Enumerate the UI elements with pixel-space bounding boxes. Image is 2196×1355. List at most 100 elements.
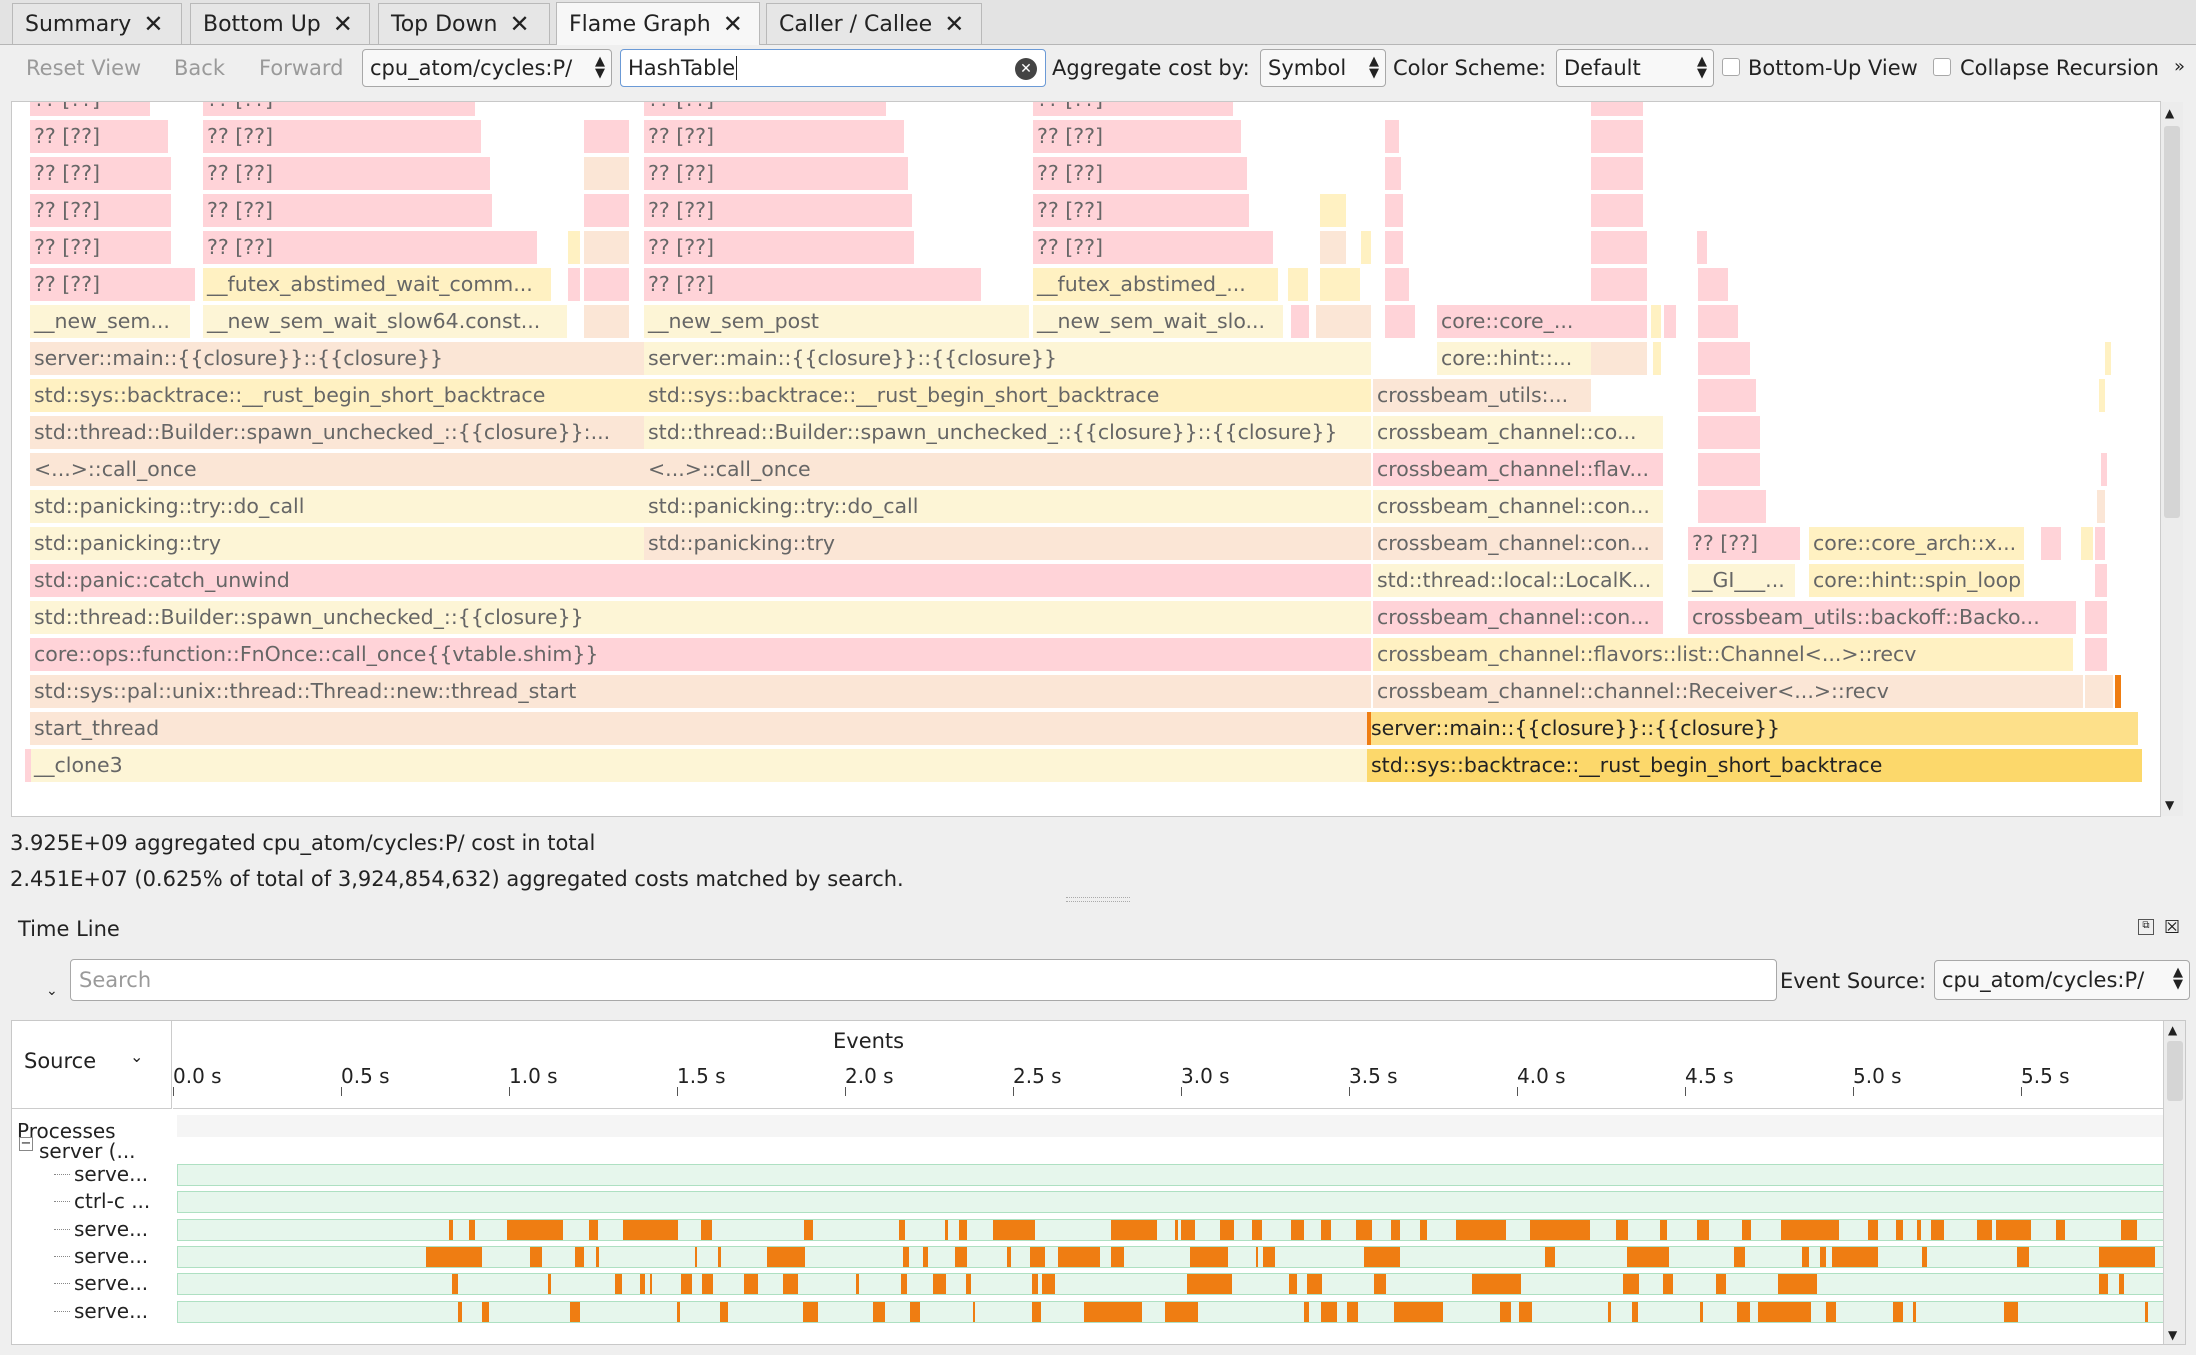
- flame-frame-sliver[interactable]: [2041, 527, 2061, 560]
- sample-event[interactable]: [1262, 1247, 1276, 1267]
- sample-event[interactable]: [570, 1302, 580, 1322]
- sample-event[interactable]: [1825, 1302, 1836, 1322]
- sample-event[interactable]: [1737, 1302, 1751, 1322]
- flame-frame[interactable]: ?? [??]: [1033, 157, 1247, 190]
- sample-event[interactable]: [1356, 1220, 1372, 1240]
- close-icon[interactable]: ✕: [332, 10, 353, 38]
- undock-icon[interactable]: ⧉: [2138, 919, 2154, 935]
- event-type-select[interactable]: cpu_atom/cycles:P/ ▲ ▼: [362, 49, 612, 87]
- sample-event[interactable]: [1913, 1302, 1916, 1322]
- sample-event[interactable]: [595, 1247, 600, 1267]
- sample-event[interactable]: [966, 1274, 972, 1294]
- sample-event[interactable]: [457, 1302, 462, 1322]
- timeline-scroll-thumb[interactable]: [2167, 1041, 2183, 1101]
- close-icon[interactable]: ✕: [143, 10, 164, 38]
- flame-frame-sliver[interactable]: [1697, 231, 1707, 264]
- sample-event[interactable]: [2004, 1302, 2018, 1322]
- flame-frame[interactable]: ?? [??]: [203, 102, 475, 116]
- scroll-down-arrow-icon[interactable]: ▼: [2165, 798, 2175, 812]
- thread-label[interactable]: serve...: [74, 1217, 149, 1241]
- sample-event[interactable]: [1181, 1220, 1195, 1240]
- flame-frame[interactable]: std::panic::catch_unwind: [30, 564, 1371, 597]
- flame-frame[interactable]: ?? [??]: [644, 120, 904, 153]
- flame-frame[interactable]: ?? [??]: [1033, 120, 1241, 153]
- filter-menu-icon[interactable]: ⌄: [46, 983, 58, 999]
- flame-frame[interactable]: std::thread::Builder::spawn_unchecked_::…: [30, 416, 644, 449]
- sample-event[interactable]: [1922, 1247, 1927, 1267]
- flame-frame[interactable]: __clone3: [30, 749, 1367, 782]
- flame-frame[interactable]: server::main::{{closure}}::{{closure}}: [644, 342, 1371, 375]
- tab-top-down[interactable]: Top Down ✕: [378, 3, 550, 44]
- close-icon[interactable]: ✕: [509, 10, 530, 38]
- sample-event[interactable]: [1029, 1247, 1046, 1267]
- sample-event[interactable]: [639, 1274, 645, 1294]
- sample-event[interactable]: [2119, 1274, 2124, 1294]
- flame-frame[interactable]: ?? [??]: [30, 102, 150, 116]
- sample-event[interactable]: [1832, 1247, 1879, 1267]
- flame-frame[interactable]: crossbeam_utils:...: [1373, 379, 1591, 412]
- flame-frame[interactable]: ?? [??]: [30, 194, 171, 227]
- timeline-view[interactable]: Source ⌄ Events 0.0 s 0.5 s 1.0 s 1.5 s 2.0 …: [11, 1020, 2186, 1345]
- flame-frame-sliver[interactable]: [1320, 194, 1346, 227]
- sample-event[interactable]: [1801, 1247, 1810, 1267]
- sample-event[interactable]: [649, 1274, 653, 1294]
- flame-frame-sliver[interactable]: [25, 749, 31, 782]
- sample-event[interactable]: [1741, 1220, 1752, 1240]
- flame-frame-sliver[interactable]: [1653, 342, 1661, 375]
- flame-frame[interactable]: std::sys::backtrace::__rust_begin_short_…: [1367, 749, 2142, 782]
- sample-event[interactable]: [1291, 1220, 1304, 1240]
- sample-event[interactable]: [1893, 1302, 1904, 1322]
- flame-frame-sliver[interactable]: [2081, 527, 2093, 560]
- flame-frame-sliver[interactable]: [1385, 231, 1403, 264]
- sample-event[interactable]: [873, 1302, 886, 1322]
- flame-frame[interactable]: ?? [??]: [1033, 102, 1233, 116]
- flame-frame[interactable]: __new_sem_wait_slo...: [1033, 305, 1283, 338]
- flame-frame[interactable]: ?? [??]: [644, 231, 914, 264]
- scroll-down-arrow-icon[interactable]: ▼: [2168, 1328, 2178, 1342]
- flame-frame-sliver[interactable]: [1320, 231, 1346, 264]
- sample-event[interactable]: [1781, 1220, 1839, 1240]
- flame-frame-sliver[interactable]: [584, 231, 629, 264]
- sample-event[interactable]: [804, 1220, 814, 1240]
- flame-frame[interactable]: server::main::{{closure}}::{{closure}}: [30, 342, 644, 375]
- color-scheme-select[interactable]: Default ▲ ▼: [1556, 49, 1714, 87]
- flame-frame[interactable]: __futex_abstimed_...: [1033, 268, 1278, 301]
- tab-caller-callee[interactable]: Caller / Callee ✕: [766, 3, 982, 44]
- tab-flame-graph[interactable]: Flame Graph ✕: [556, 2, 760, 45]
- flame-frame[interactable]: std::panicking::try::do_call: [644, 490, 1371, 523]
- flame-frame-sliver[interactable]: [1591, 231, 1647, 264]
- sample-event[interactable]: [1190, 1247, 1229, 1267]
- sample-event[interactable]: [623, 1220, 679, 1240]
- sample-event[interactable]: [2121, 1220, 2138, 1240]
- sample-event[interactable]: [1917, 1220, 1921, 1240]
- sample-event[interactable]: [1623, 1274, 1640, 1294]
- timeline-scrollbar[interactable]: ▲ ▼: [2163, 1021, 2185, 1344]
- clear-search-icon[interactable]: ✕: [1015, 58, 1037, 80]
- sample-event[interactable]: [588, 1220, 599, 1240]
- close-panel-icon[interactable]: ☒: [2164, 917, 2181, 938]
- flame-frame[interactable]: std::sys::pal::unix::thread::Thread::new…: [30, 675, 1371, 708]
- sample-event[interactable]: [802, 1302, 819, 1322]
- sample-event[interactable]: [2016, 1247, 2029, 1267]
- flame-frame-sliver[interactable]: [2101, 453, 2107, 486]
- reset-view-button[interactable]: Reset View: [26, 56, 142, 80]
- sample-event[interactable]: [902, 1247, 910, 1267]
- flame-frame-sliver[interactable]: [584, 305, 629, 338]
- sample-event[interactable]: [1346, 1302, 1359, 1322]
- sample-event[interactable]: [548, 1274, 551, 1294]
- flame-frame[interactable]: <...>::call_once: [644, 453, 1371, 486]
- flame-frame-sliver[interactable]: [1698, 342, 1750, 375]
- sample-event[interactable]: [1607, 1302, 1612, 1322]
- sample-event[interactable]: [425, 1247, 482, 1267]
- sample-event[interactable]: [694, 1247, 698, 1267]
- flame-frame[interactable]: std::thread::local::LocalK...: [1373, 564, 1663, 597]
- flame-frame[interactable]: std::sys::backtrace::__rust_begin_short_…: [644, 379, 1371, 412]
- flame-frame[interactable]: ?? [??]: [30, 157, 171, 190]
- flame-frame-sliver[interactable]: [2085, 601, 2107, 634]
- flame-frame[interactable]: crossbeam_channel::channel::Receiver<...…: [1373, 675, 2083, 708]
- sample-event[interactable]: [1374, 1274, 1386, 1294]
- flame-frame[interactable]: start_thread: [30, 712, 1371, 745]
- flame-frame-sliver[interactable]: [1651, 305, 1661, 338]
- flame-frame-sliver[interactable]: [584, 157, 629, 190]
- sample-event[interactable]: [1868, 1220, 1878, 1240]
